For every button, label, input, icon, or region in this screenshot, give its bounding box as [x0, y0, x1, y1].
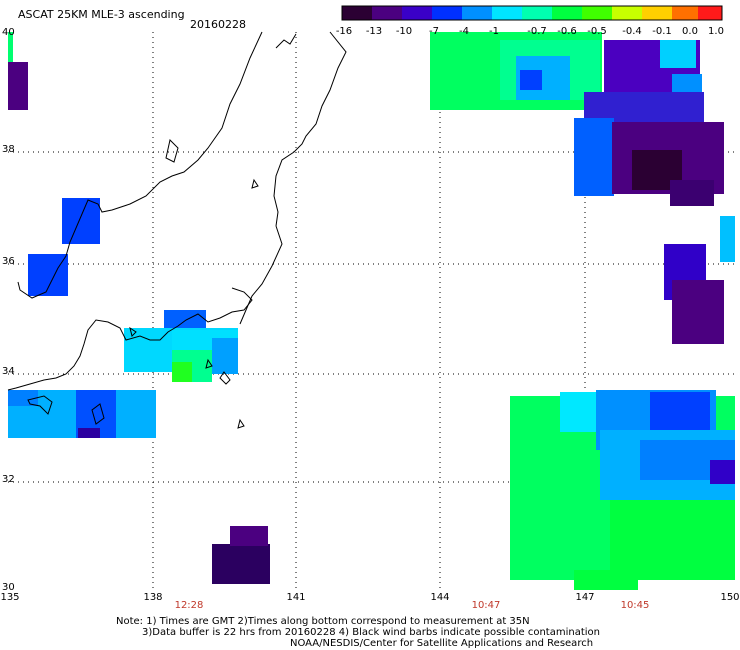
note-line-1: Note: 1) Times are GMT 2)Times along bot…: [116, 616, 530, 627]
lat-label: 32: [2, 474, 15, 485]
lat-label: 36: [2, 256, 15, 267]
lat-label: 30: [2, 582, 15, 593]
colorbar-swatch: [372, 6, 402, 20]
wind-swath-left: [8, 32, 270, 584]
colorbar-swatch: [462, 6, 492, 20]
colorbar: [341, 5, 723, 21]
coastline: [7, 31, 347, 429]
colorbar-label: -0.6: [557, 26, 577, 37]
lon-label: 150: [720, 592, 740, 603]
colorbar-swatch: [612, 6, 642, 20]
time-label: 10:45: [620, 600, 650, 611]
colorbar-swatch: [582, 6, 612, 20]
colorbar-label: 0.0: [682, 26, 698, 37]
lon-label: 144: [430, 592, 450, 603]
time-label: 10:47: [471, 600, 501, 611]
colorbar-swatch: [698, 6, 722, 20]
lon-label: 141: [286, 592, 306, 603]
colorbar-swatch: [492, 6, 522, 20]
colorbar-label: 1.0: [708, 26, 724, 37]
colorbar-label: -13: [365, 26, 383, 37]
colorbar-swatch: [672, 6, 698, 20]
time-label: 12:28: [174, 600, 204, 611]
colorbar-label: -0.5: [587, 26, 607, 37]
map-date: 20160228: [190, 18, 246, 31]
lat-label: 34: [2, 366, 15, 377]
colorbar-label: -4: [459, 26, 469, 37]
colorbar-swatch: [522, 6, 552, 20]
colorbar-swatch: [342, 6, 372, 20]
colorbar-swatch: [552, 6, 582, 20]
lat-label: 38: [2, 144, 15, 155]
colorbar-label: -0.1: [652, 26, 672, 37]
colorbar-swatch: [432, 6, 462, 20]
lon-label: 138: [143, 592, 163, 603]
colorbar-label: -10: [395, 26, 413, 37]
colorbar-swatch: [402, 6, 432, 20]
colorbar-label: -0.4: [622, 26, 642, 37]
colorbar-swatch: [642, 6, 672, 20]
colorbar-label: -0.7: [527, 26, 547, 37]
wind-swath-right: [430, 32, 735, 590]
note-line-3: NOAA/NESDIS/Center for Satellite Applica…: [290, 638, 594, 649]
lon-label: 147: [575, 592, 595, 603]
lat-label: 40: [2, 27, 15, 38]
colorbar-label: -16: [335, 26, 353, 37]
colorbar-label: -7: [429, 26, 439, 37]
lon-label: 135: [0, 592, 20, 603]
map-title: ASCAT 25KM MLE-3 ascending: [18, 8, 185, 21]
note-line-2: 3)Data buffer is 22 hrs from 20160228 4)…: [142, 627, 600, 638]
colorbar-label: -1: [489, 26, 499, 37]
